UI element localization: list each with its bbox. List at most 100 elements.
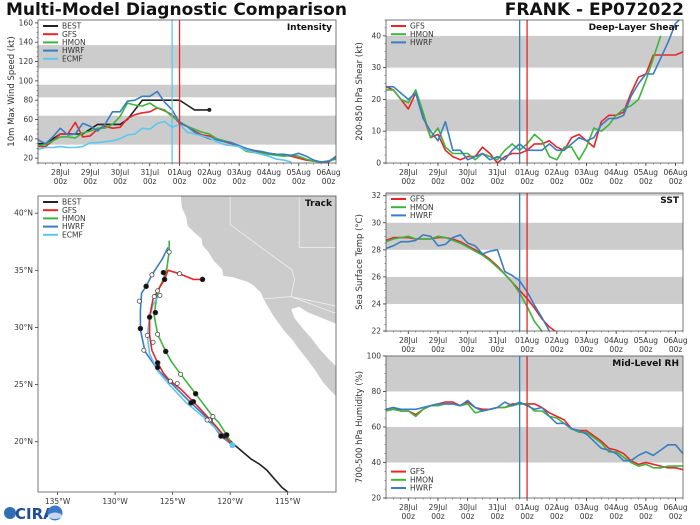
track-marker-12z bbox=[136, 298, 142, 304]
legend-label: HWRF bbox=[410, 484, 433, 493]
x-tick-sublabel: 00z bbox=[609, 345, 623, 354]
x-tick-label: 28Jul bbox=[51, 168, 70, 177]
x-tick-sublabel: 00z bbox=[550, 512, 564, 521]
x-tick-sublabel: 00z bbox=[520, 177, 534, 186]
gulf-of-california bbox=[291, 306, 336, 367]
track-marker-12z bbox=[150, 339, 156, 345]
x-tick-label: 30Jul bbox=[111, 168, 130, 177]
main-title: Multi-Model Diagnostic Comparison bbox=[6, 0, 347, 20]
legend-label: GFS bbox=[410, 22, 425, 31]
y-tick-label: 100 bbox=[367, 352, 382, 361]
y-tick-label: 20 bbox=[371, 494, 381, 503]
chart-sst: 22242628303228Jul00z29Jul00z30Jul00z31Ju… bbox=[355, 191, 688, 354]
legend-label: GFS bbox=[62, 30, 77, 39]
track-marker-12z bbox=[155, 288, 161, 294]
track-marker-00z bbox=[192, 390, 199, 397]
shaded-band bbox=[38, 84, 336, 98]
x-tick-sublabel: 00z bbox=[639, 345, 653, 354]
x-tick-sublabel: 00z bbox=[113, 177, 127, 186]
x-tick-sublabel: 00z bbox=[461, 177, 475, 186]
x-tick-label: 01Aug bbox=[515, 503, 539, 512]
x-tick-label: 06Aug bbox=[316, 168, 340, 177]
y-tick-label: 30 bbox=[371, 218, 381, 227]
y-axis-label: 200-850 hPa Shear (kt) bbox=[355, 42, 365, 141]
chart-track: 135°W 130°W 125°W 120°W 115°W 20°N 25°N 30°N 35°… bbox=[14, 195, 337, 506]
border-line bbox=[263, 296, 336, 313]
x-tick-label: 02Aug bbox=[545, 336, 569, 345]
x-tick-sublabel: 00z bbox=[322, 177, 336, 186]
series-group bbox=[386, 234, 557, 331]
x-tick-sublabel: 00z bbox=[550, 345, 564, 354]
tracks-group bbox=[136, 240, 289, 492]
track-marker-00z bbox=[154, 360, 161, 366]
x-tick-sublabel: 00z bbox=[639, 512, 653, 521]
x-tick-label: 06Aug bbox=[663, 336, 687, 345]
x-tick-sublabel: 00z bbox=[431, 177, 445, 186]
y-tick-label: 25°N bbox=[14, 380, 33, 389]
x-tick-sublabel: 00z bbox=[669, 177, 683, 186]
track-marker-12z bbox=[144, 332, 150, 338]
plot-frame bbox=[37, 19, 337, 164]
y-tick-label: 20 bbox=[371, 95, 381, 104]
track-marker-00z bbox=[161, 276, 168, 283]
panel-title: Deep-Layer Shear bbox=[589, 23, 680, 33]
x-tick-label: 03Aug bbox=[227, 168, 251, 177]
series-line-hmon bbox=[386, 235, 543, 331]
x-tick-sublabel: 00z bbox=[491, 177, 505, 186]
legend-label: HWRF bbox=[410, 38, 433, 47]
legend-label: BEST bbox=[62, 22, 82, 31]
track-marker-12z bbox=[141, 347, 147, 353]
y-tick-label: 80 bbox=[371, 387, 381, 396]
y-tick-label: 26 bbox=[371, 272, 381, 281]
y-tick-label: 60 bbox=[23, 115, 33, 124]
x-tick-label: 04Aug bbox=[604, 336, 628, 345]
x-tick-label: 03Aug bbox=[574, 168, 598, 177]
x-tick-label: 01Aug bbox=[515, 336, 539, 345]
y-tick-label: 120 bbox=[19, 57, 34, 66]
cira-logo: CIRA bbox=[3, 503, 63, 523]
legend-label: ECMF bbox=[62, 54, 83, 63]
x-tick-sublabel: 00z bbox=[83, 177, 97, 186]
y-tick-label: 30°N bbox=[14, 323, 33, 332]
x-tick-label: 04Aug bbox=[604, 168, 628, 177]
y-axis-label: 10m Max Wind Speed (kt) bbox=[7, 36, 17, 146]
globe-icon bbox=[4, 507, 16, 519]
x-tick-sublabel: 00z bbox=[580, 512, 594, 521]
legend-label: GFS bbox=[62, 206, 77, 215]
x-tick-sublabel: 00z bbox=[203, 177, 217, 186]
x-tick-label: 02Aug bbox=[545, 503, 569, 512]
series-group bbox=[38, 90, 336, 163]
y-axis-label: 700-500 hPa Humidity (%) bbox=[355, 371, 365, 483]
track-marker-00z bbox=[188, 400, 194, 406]
storm-title: FRANK - EP072022 bbox=[504, 0, 684, 20]
shaded-band bbox=[386, 427, 683, 463]
y-tick-label: 40 bbox=[371, 31, 381, 40]
x-tick-label: 29Jul bbox=[429, 336, 448, 345]
x-tick-sublabel: 00z bbox=[491, 512, 505, 521]
x-tick-sublabel: 00z bbox=[461, 512, 475, 521]
y-tick-label: 40°N bbox=[14, 209, 33, 218]
track-marker-12z bbox=[178, 371, 184, 377]
series-line-ecmf bbox=[38, 120, 292, 163]
panel-title: Mid-Level RH bbox=[612, 359, 679, 369]
series-line-hwrf bbox=[386, 399, 683, 462]
shaded-band bbox=[386, 222, 683, 250]
track-start-marker bbox=[229, 442, 236, 449]
x-tick-label: 06Aug bbox=[663, 168, 687, 177]
x-tick-label: 03Aug bbox=[574, 503, 598, 512]
plot-frame bbox=[385, 355, 684, 499]
x-tick-label: 05Aug bbox=[634, 336, 658, 345]
y-tick-label: 60 bbox=[371, 423, 381, 432]
x-tick-label: 02Aug bbox=[197, 168, 221, 177]
plot-frame bbox=[385, 192, 684, 332]
track-line-hmon bbox=[153, 240, 234, 446]
y-tick-label: 30 bbox=[371, 63, 381, 72]
track-marker-00z bbox=[199, 276, 206, 283]
x-tick-label: 04Aug bbox=[257, 168, 281, 177]
x-tick-label: 28Jul bbox=[399, 168, 418, 177]
series-line-hmon bbox=[386, 403, 683, 469]
y-tick-label: 10 bbox=[371, 127, 381, 136]
